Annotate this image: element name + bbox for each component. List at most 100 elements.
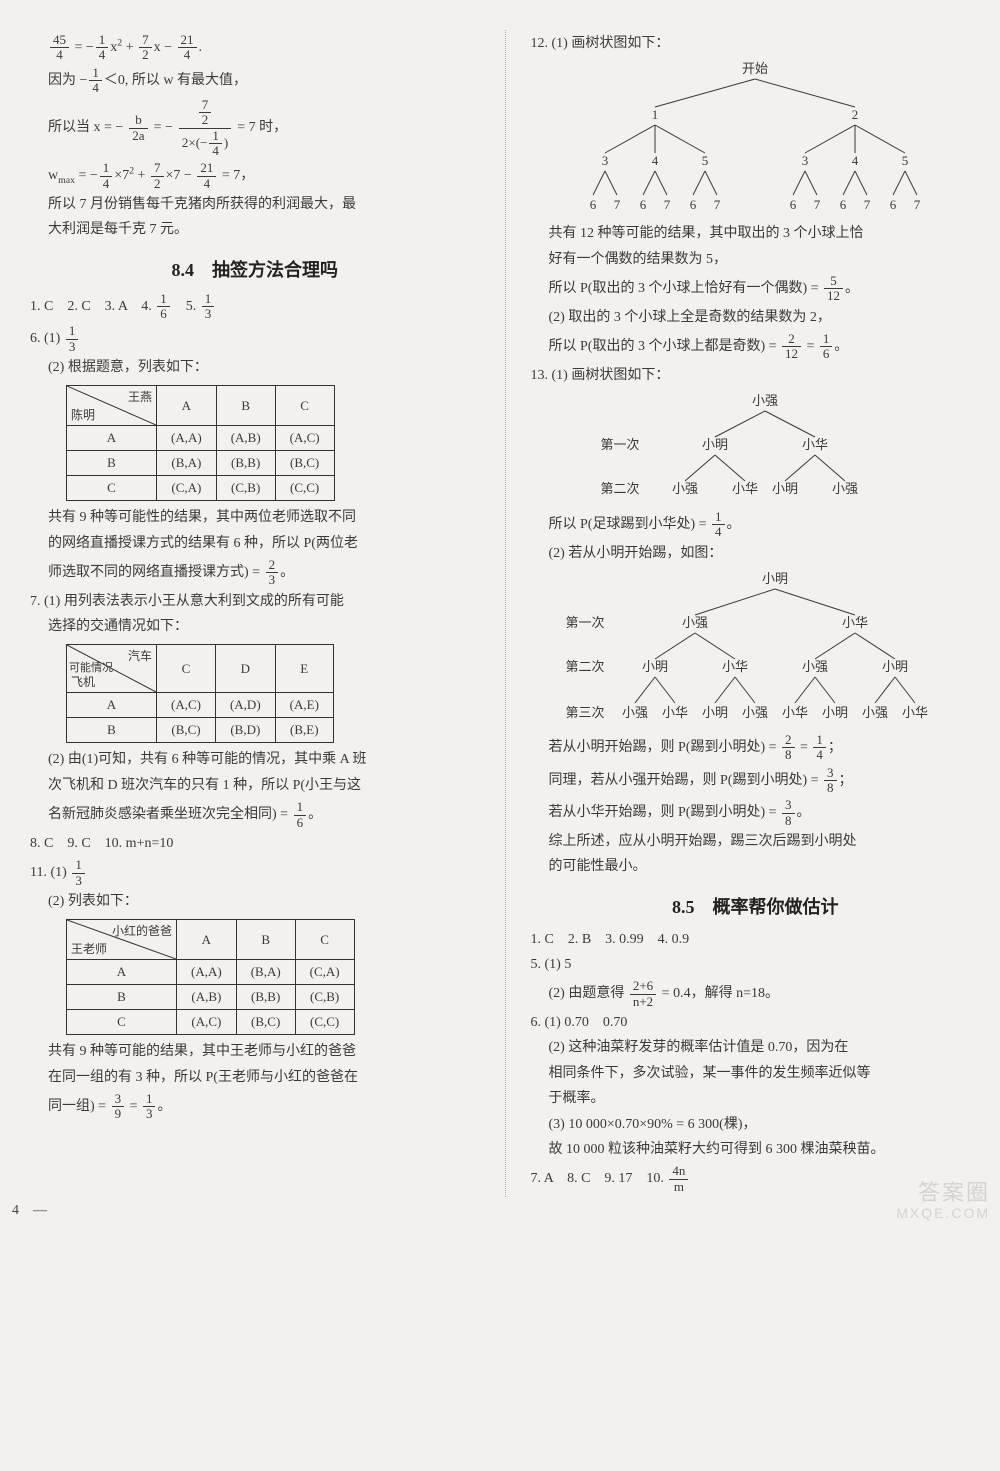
svg-text:小强: 小强 xyxy=(802,659,828,674)
svg-text:小明: 小明 xyxy=(882,659,908,674)
equation: 所以当 x = − b2a = − 72 2×(−14) = 7 时， xyxy=(30,98,480,158)
diag-header: 小红的爸爸 王老师 xyxy=(67,920,177,960)
table-1: 王燕 陈明 A B C A(A,A)(A,B)(A,C) B(B,A)(B,B)… xyxy=(66,385,335,501)
svg-text:小明: 小明 xyxy=(642,659,668,674)
q7-1: 7. (1) 用列表法表示小王从意大利到文成的所有可能 xyxy=(30,591,480,613)
svg-text:小明: 小明 xyxy=(702,705,728,720)
table-row: C(C,A)(C,B)(C,C) xyxy=(67,476,335,501)
svg-text:第一次: 第一次 xyxy=(566,615,605,630)
svg-text:小强: 小强 xyxy=(682,615,708,630)
text: 师选取不同的网络直播授课方式) = 23。 xyxy=(30,558,480,588)
col-header: A xyxy=(177,920,237,960)
svg-text:第一次: 第一次 xyxy=(601,437,640,452)
svg-text:第二次: 第二次 xyxy=(566,659,605,674)
svg-text:小明: 小明 xyxy=(702,437,728,452)
q11-1: 11. (1) 13 xyxy=(30,858,480,888)
table-2: 汽车 可能情况 飞机 C D E A(A,C)(A,D)(A,E) B(B,C)… xyxy=(66,644,334,743)
text: (2) 若从小明开始踢，如图： xyxy=(531,543,981,565)
svg-text:6: 6 xyxy=(790,197,797,212)
text: 所以 P(取出的 3 个小球上恰好有一个偶数) = 512。 xyxy=(531,274,981,304)
svg-text:小强: 小强 xyxy=(672,481,698,496)
svg-text:2: 2 xyxy=(852,107,859,122)
svg-text:小华: 小华 xyxy=(662,705,688,720)
svg-text:4: 4 xyxy=(652,153,659,168)
text: 共有 12 种等可能的结果，其中取出的 3 个小球上恰 xyxy=(531,223,981,245)
page-number: 4 — xyxy=(12,1199,47,1219)
text: 若从小华开始踢，则 P(踢到小明处) = 38。 xyxy=(531,798,981,828)
diag-header: 汽车 可能情况 飞机 xyxy=(67,645,157,693)
answers-row: 1. C 2. B 3. 0.99 4. 0.9 xyxy=(531,929,981,951)
text: 大利润是每千克 7 元。 xyxy=(30,219,480,241)
text: 所以 P(足球踢到小华处) = 14。 xyxy=(531,510,981,540)
svg-text:6: 6 xyxy=(690,197,697,212)
svg-text:第三次: 第三次 xyxy=(566,705,605,720)
svg-text:7: 7 xyxy=(614,197,621,212)
q6-1: 6. (1) 0.70 0.70 xyxy=(531,1012,981,1034)
svg-text:5: 5 xyxy=(702,153,709,168)
equation: 454 = −14x2 + 72x − 214. xyxy=(30,33,480,63)
text: 共有 9 种等可能的结果，其中王老师与小红的爸爸 xyxy=(30,1041,480,1063)
text: 选择的交通情况如下： xyxy=(30,616,480,638)
text: 名新冠肺炎感染者乘坐班次完全相同) = 16。 xyxy=(30,800,480,830)
col-header: C xyxy=(295,920,354,960)
text: 故 10 000 粒该种油菜籽大约可得到 6 300 棵油菜秧苗。 xyxy=(531,1139,981,1161)
svg-text:6: 6 xyxy=(840,197,847,212)
svg-text:小华: 小华 xyxy=(722,659,748,674)
col-header: A xyxy=(157,386,217,426)
q13-1: 13. (1) 画树状图如下： xyxy=(531,365,981,387)
text: (2) 由(1)可知，共有 6 种等可能的情况，其中乘 A 班 xyxy=(30,749,480,771)
table-row: A(A,A)(A,B)(A,C) xyxy=(67,426,335,451)
col-header: B xyxy=(236,920,295,960)
text: 同一组) = 39 = 13。 xyxy=(30,1092,480,1122)
svg-text:小明: 小明 xyxy=(822,705,848,720)
tree-diagram-12: 开始 1 2 3 4 5 3 4 5 xyxy=(531,59,981,219)
svg-text:4: 4 xyxy=(852,153,859,168)
text: 的网络直播授课方式的结果有 6 种，所以 P(两位老 xyxy=(30,533,480,555)
svg-text:6: 6 xyxy=(640,197,647,212)
table-row: A(A,A)(B,A)(C,A) xyxy=(67,960,355,985)
text: 相同条件下，多次试验，某一事件的发生频率近似等 xyxy=(531,1063,981,1085)
table-row: A(A,C)(A,D)(A,E) xyxy=(67,693,334,718)
page: 454 = −14x2 + 72x − 214. 因为 −14＜0, 所以 w … xyxy=(0,0,1000,1227)
q12-1: 12. (1) 画树状图如下： xyxy=(531,33,981,55)
svg-text:小强: 小强 xyxy=(622,705,648,720)
text: 在同一组的有 3 种，所以 P(王老师与小红的爸爸在 xyxy=(30,1067,480,1089)
text: 所以 P(取出的 3 个小球上都是奇数) = 212 = 16。 xyxy=(531,332,981,362)
svg-text:小华: 小华 xyxy=(842,615,868,630)
watermark: 答案圈 MXQE.COM xyxy=(896,1181,990,1221)
right-column: 12. (1) 画树状图如下： 开始 1 2 3 4 5 3 4 5 xyxy=(531,30,981,1197)
svg-text:7: 7 xyxy=(914,197,921,212)
tree-diagram-13a: 小强 第一次 小明 小华 第二次 小强 小华 小明 小强 xyxy=(531,391,981,506)
left-column: 454 = −14x2 + 72x − 214. 因为 −14＜0, 所以 w … xyxy=(30,30,480,1197)
svg-text:1: 1 xyxy=(652,107,659,122)
svg-text:开始: 开始 xyxy=(742,61,768,76)
text: (3) 10 000×0.70×90% = 6 300(棵)， xyxy=(531,1114,981,1136)
svg-text:小强: 小强 xyxy=(862,705,888,720)
table-row: B(B,C)(B,D)(B,E) xyxy=(67,718,334,743)
svg-text:6: 6 xyxy=(890,197,897,212)
svg-text:7: 7 xyxy=(664,197,671,212)
svg-text:7: 7 xyxy=(814,197,821,212)
text: 次飞机和 D 班次汽车的只有 1 种，所以 P(小王与这 xyxy=(30,775,480,797)
svg-text:小华: 小华 xyxy=(782,705,808,720)
text: (2) 取出的 3 个小球上全是奇数的结果数为 2， xyxy=(531,307,981,329)
svg-text:小华: 小华 xyxy=(732,481,758,496)
svg-text:5: 5 xyxy=(902,153,909,168)
text: 于概率。 xyxy=(531,1088,981,1110)
svg-text:7: 7 xyxy=(864,197,871,212)
text: 综上所述，应从小明开始踢，踢三次后踢到小明处 xyxy=(531,831,981,853)
svg-text:3: 3 xyxy=(802,153,809,168)
answers-row: 1. C 2. C 3. A 4. 16 5. 13 xyxy=(30,292,480,322)
svg-text:第二次: 第二次 xyxy=(601,481,640,496)
section-8-4-title: 8.4 抽签方法合理吗 xyxy=(30,256,480,282)
equation: wmax = −14×72 + 72×7 − 214 = 7， xyxy=(30,161,480,191)
svg-text:3: 3 xyxy=(602,153,609,168)
text: 所以 7 月份销售每千克猪肉所获得的利润最大，最 xyxy=(30,194,480,216)
column-divider xyxy=(505,30,506,1197)
diag-header: 王燕 陈明 xyxy=(67,386,157,426)
tree-diagram-13b: 小明 第一次 小强 小华 第二次 小明 小华 小强 小明 第三次 小强 小华 小… xyxy=(531,569,981,729)
col-header: E xyxy=(275,645,333,693)
svg-text:7: 7 xyxy=(714,197,721,212)
svg-text:小华: 小华 xyxy=(802,437,828,452)
col-header: C xyxy=(275,386,334,426)
